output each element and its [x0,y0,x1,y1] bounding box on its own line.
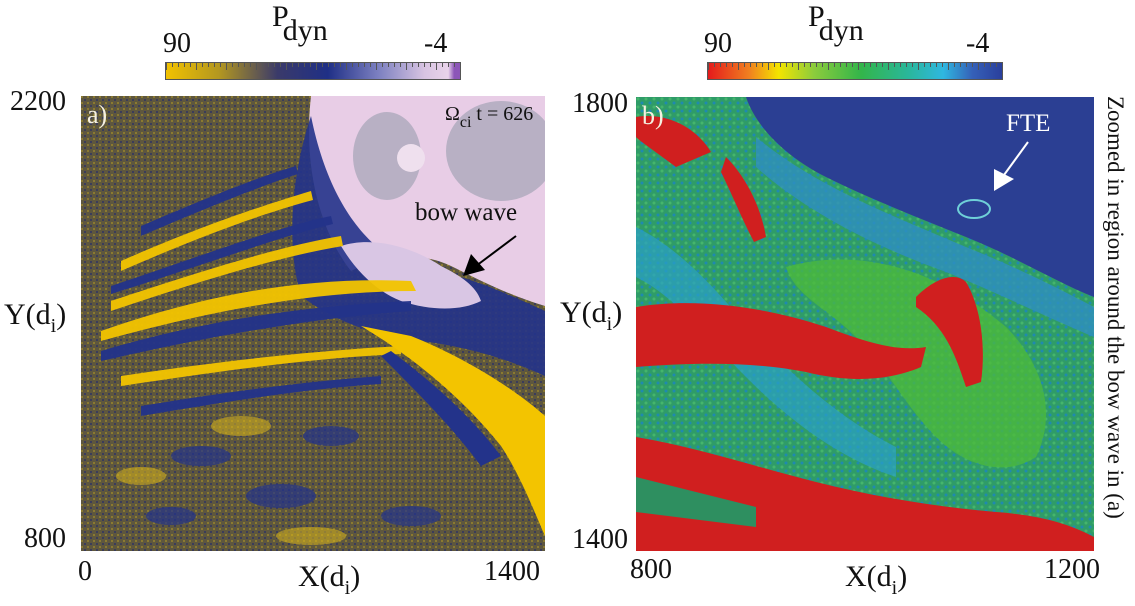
bow-wave-arrow [475,235,517,267]
colorbar-b-max-label: -4 [966,28,990,59]
time-label-text: t = 626 [476,103,534,125]
colorbar-b-min-label: 90 [704,28,732,59]
colorbar-a-ticks [166,63,455,70]
colorbar-b-ticks [708,63,997,70]
fte-arrow [1003,141,1029,176]
panel-a-ylabel: Y(di) [4,298,67,337]
panel-b-xlabel-main: X(d [845,560,892,593]
panel-b-xlabel-end: ) [897,560,908,593]
panel-b-xtick-right: 1200 [1044,554,1100,585]
side-caption: Zoomed in region around the bow wave in … [1103,96,1128,519]
panel-a-field [81,96,545,551]
panel-a-xlabel-sub: i [344,577,351,599]
colorbar-b-title: Pdyn [808,0,870,46]
colorbar-a-title-sub: dyn [282,14,328,47]
colorbar-a-max-label: -4 [424,28,448,59]
panel-b-xlabel: X(di) [845,560,908,599]
panel-a-plot: a) Ωci t = 626 bow wave [81,96,545,551]
panel-b-ylabel-main: Y(d [560,296,607,329]
time-label: Ωci t = 626 [445,103,534,131]
panel-a-xtick-left: 0 [78,556,92,587]
panel-b-ytick-top: 1800 [572,88,628,119]
time-label-symbol: Ω [445,103,460,125]
panel-b-field [636,97,1094,551]
panel-a-ytick-top: 2200 [10,86,66,117]
colorbar-b [707,62,1003,80]
panel-a-label: a) [87,100,108,129]
panel-b-label: b) [642,101,664,130]
panel-a-xtick-right: 1400 [484,556,540,587]
colorbar-a-min-label: 90 [163,28,191,59]
panel-b-ylabel-end: ) [612,296,623,329]
panel-a-ylabel-main: Y(d [4,298,51,331]
panel-a-ytick-bottom: 800 [24,523,66,554]
bow-wave-label: bow wave [415,199,518,226]
panel-a-ylabel-end: ) [56,298,67,331]
panel-b-ylabel-sub: i [606,313,613,335]
time-label-sub: ci [459,114,472,131]
panel-b-xlabel-sub: i [891,577,898,599]
panel-a-xlabel-end: ) [350,560,361,593]
panel-a-ylabel-sub: i [50,315,57,337]
panel-a-xlabel-main: X(d [298,560,345,593]
panel-b-ylabel: Y(di) [560,296,623,335]
panel-a-xlabel: X(di) [298,560,361,599]
colorbar-b-title-sub: dyn [818,14,864,47]
colorbar-a-title: Pdyn [272,0,334,46]
panel-b-ytick-bottom: 1400 [572,524,628,555]
panel-b-plot: b) FTE [636,97,1094,551]
colorbar-a [165,62,461,80]
colorbar-a-title-main: P [272,0,289,33]
panel-b-xtick-left: 800 [630,554,672,585]
colorbar-b-title-main: P [808,0,825,33]
fte-marker [957,199,991,219]
fte-label: FTE [1006,110,1051,137]
